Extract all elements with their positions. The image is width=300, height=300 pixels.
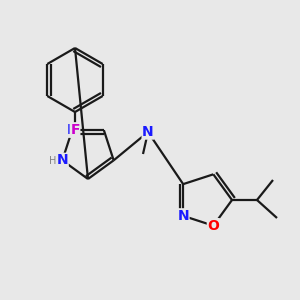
Text: N: N [56,153,68,167]
Text: O: O [207,219,219,233]
Text: H: H [49,156,56,166]
Text: N: N [177,209,189,223]
Text: N: N [66,123,78,137]
Text: N: N [142,125,154,139]
Text: F: F [70,123,80,137]
